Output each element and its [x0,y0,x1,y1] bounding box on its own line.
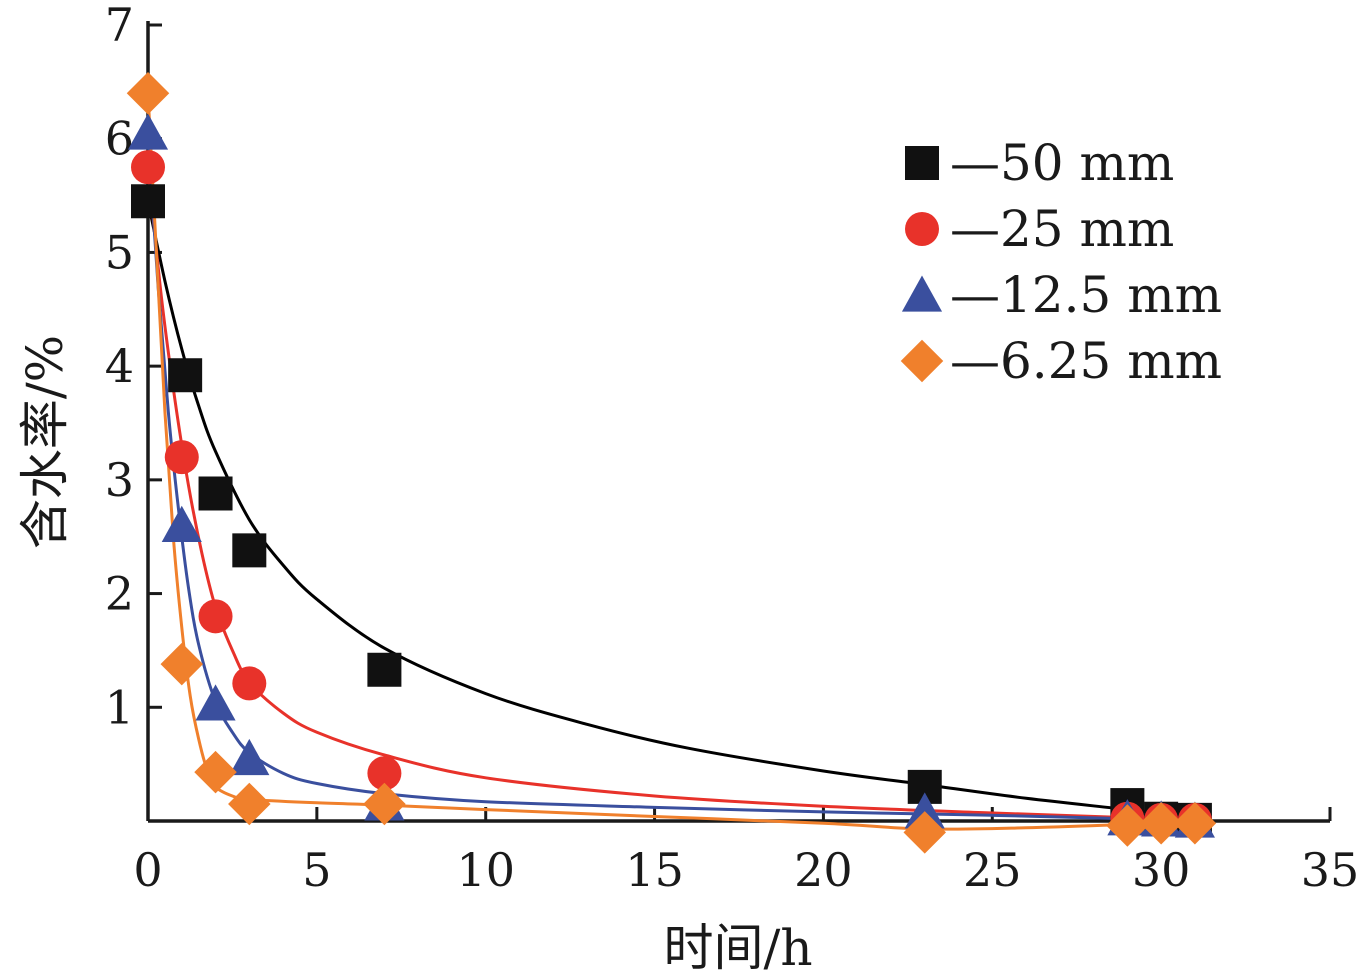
diamond-marker [1173,802,1217,845]
x-tick-label: 5 [302,843,331,897]
y-tick-label: 7 [105,0,134,52]
circle-marker [164,440,199,475]
circle-marker [232,666,267,701]
square-marker [131,184,165,219]
legend-label: —25 mm [950,200,1174,258]
legend-label: —50 mm [950,134,1174,192]
legend: —50 mm —25 mm —12.5 mm —6.25 mm [900,134,1222,390]
legend-diamond-marker [900,339,944,383]
diamond-marker [126,71,170,115]
legend-square-marker [905,146,939,180]
y-tick-label: 3 [105,453,134,507]
square-marker [198,476,233,511]
x-tick-label: 15 [625,843,684,897]
x-tick-label: 0 [133,843,162,897]
y-tick-label: 1 [105,680,134,734]
x-tick-label: 30 [1132,843,1191,897]
triangle-marker [195,684,236,721]
diamond-marker [160,642,204,686]
x-tick-label: 10 [456,843,515,897]
legend-triangle-marker [901,275,943,312]
data-markers [126,71,1217,854]
y-tick-label: 4 [105,339,134,393]
legend-label: —12.5 mm [950,266,1222,324]
x-axis-label: 时间/h [663,919,812,975]
x-tick-label: 25 [963,843,1022,897]
y-axis-label: 含水率/% [16,335,74,549]
y-tick-label: 2 [105,567,134,621]
square-marker [232,533,267,568]
diamond-marker [1106,804,1149,847]
triangle-marker [127,113,169,150]
x-tick-label: 20 [794,843,853,897]
x-tick-label: 35 [1301,843,1357,897]
y-tick-label: 5 [105,225,134,279]
diamond-marker [363,782,406,826]
circle-marker [131,150,165,185]
legend-circle-marker [905,212,939,246]
legend-label: —6.25 mm [950,332,1222,390]
diamond-marker [194,750,237,794]
triangle-marker [161,505,202,542]
circle-marker [198,599,233,634]
diamond-marker [228,782,271,826]
triangle-marker [229,738,270,776]
y-tick-label: 6 [105,112,134,166]
fit-curve [146,200,1196,820]
triangle-marker [904,792,945,829]
diamond-marker [903,811,946,854]
square-marker [168,358,203,393]
circle-marker [367,756,402,791]
diamond-marker [1139,802,1183,845]
square-marker [367,652,402,687]
axes: 0 5 10 15 20 25 30 35 1 2 3 4 5 6 7 [105,0,1357,897]
